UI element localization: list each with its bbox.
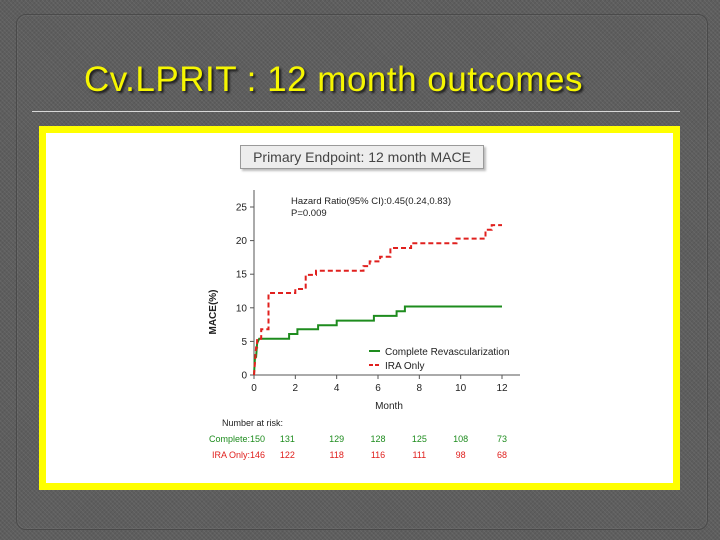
chart-title: Primary Endpoint: 12 month MACE [240, 145, 484, 169]
slide-frame [16, 14, 708, 530]
slide-title: Cv.LPRIT : 12 month outcomes [84, 60, 584, 99]
title-divider [32, 111, 680, 112]
figure-panel [39, 126, 680, 490]
